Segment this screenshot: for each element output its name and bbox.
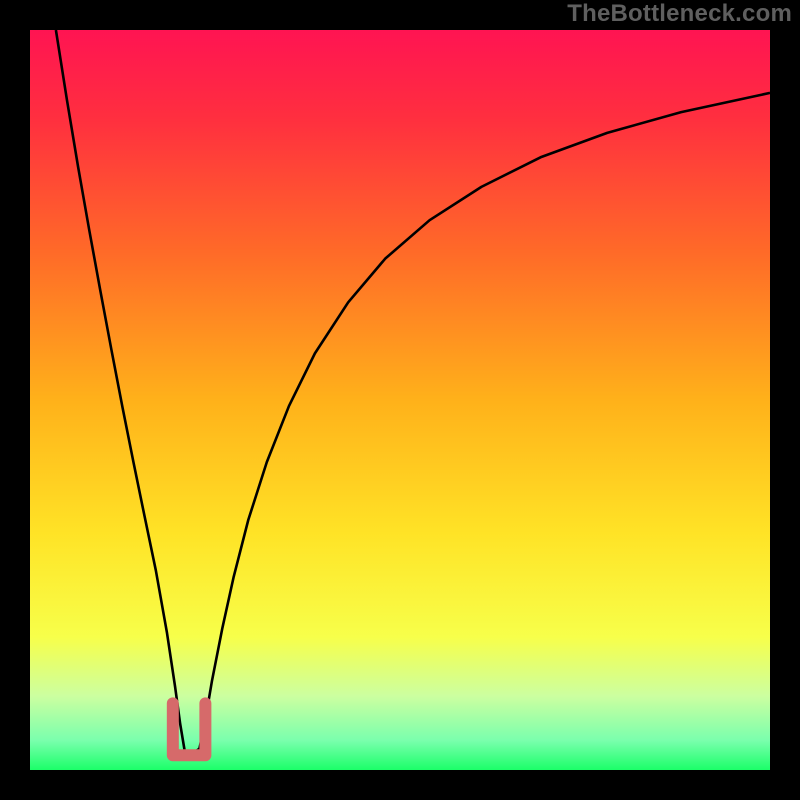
watermark-text: TheBottleneck.com	[567, 0, 792, 28]
chart-frame: TheBottleneck.com	[0, 0, 800, 800]
bottleneck-curve-chart	[0, 0, 800, 800]
plot-area	[30, 30, 770, 770]
